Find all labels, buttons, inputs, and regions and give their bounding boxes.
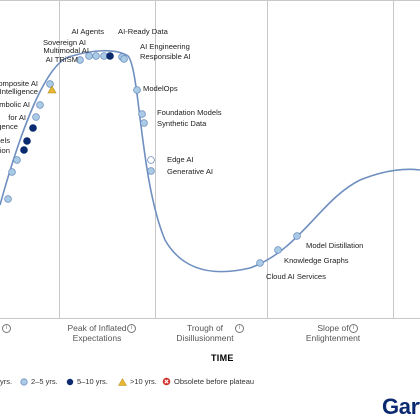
info-icon-slope[interactable]: i <box>349 324 358 333</box>
legend-label-10plus: >10 yrs. <box>130 377 157 386</box>
marker-omposite-ai <box>46 80 54 88</box>
marker-unlabeled-20 <box>8 168 16 176</box>
marker-els <box>23 137 31 145</box>
time-axis-title: TIME <box>211 353 234 363</box>
label-igence: igence <box>0 122 18 131</box>
label-for-ai: for AI <box>8 113 26 122</box>
marker-edge-ai <box>147 156 155 164</box>
marker-multimodal-ai <box>92 52 100 60</box>
hype-curve-line <box>0 49 420 273</box>
marker-cloud-ai-services <box>256 259 264 267</box>
legend-label-5-10: 5–10 yrs. <box>77 377 108 386</box>
info-icon-trough[interactable]: i <box>235 324 244 333</box>
label-multimodal-ai: Multimodal AI <box>43 46 89 55</box>
phase-slope-text: Slope of Enlightenment <box>305 323 361 343</box>
legend-label-2-5: 2–5 yrs. <box>31 377 58 386</box>
marker-synthetic-data <box>140 119 148 127</box>
legend-label-less2: yrs. <box>0 377 13 386</box>
label-tion: tion <box>0 146 10 155</box>
legend-item-10plus: >10 yrs. <box>118 377 157 386</box>
legend-circle-dark-icon <box>66 378 74 385</box>
info-icon-trigger[interactable]: i <box>2 324 11 333</box>
marker-for-ai <box>32 113 40 121</box>
marker-mbolic-ai <box>36 101 44 109</box>
marker-igence <box>29 124 37 132</box>
legend-label-obsolete: Obsolete before plateau <box>174 377 255 386</box>
brand-logo: Gart <box>381 394 420 419</box>
marker-ai-trism <box>76 56 84 64</box>
legend-item-5-10: 5–10 yrs. <box>66 377 108 386</box>
phase-peak-text: Peak of Inflated Expectations <box>67 323 127 343</box>
legend-item-obsolete: Obsolete before plateau <box>162 377 254 386</box>
legend-obsolete-icon <box>162 377 171 386</box>
label-ai-trism: AI TRiSM <box>46 55 78 64</box>
label-ai-agents: AI Agents <box>71 27 104 36</box>
label-sovereign-ai: Sovereign AI <box>43 38 86 47</box>
legend-item-2-5: 2–5 yrs. <box>20 377 58 386</box>
label-cloud-ai-services: Cloud AI Services <box>266 272 326 281</box>
label-omposite-ai: omposite AI <box>0 79 38 88</box>
marker-foundation-models <box>138 110 146 118</box>
marker-model-distillation <box>293 232 301 240</box>
legend-item-less2: yrs. <box>0 377 12 386</box>
legend-triangle-icon <box>118 377 127 386</box>
label-knowledge-graphs: Knowledge Graphs <box>284 256 349 265</box>
label-generative-ai: Generative AI <box>167 167 213 176</box>
marker-generative-ai <box>147 167 155 175</box>
marker-unlabeled-21 <box>4 195 12 203</box>
label-intelligence: Intelligence <box>0 87 38 96</box>
marker-knowledge-graphs <box>274 246 282 254</box>
marker-modelops <box>133 86 141 94</box>
phase-trough-text: Trough of Disillusionment <box>176 323 234 343</box>
legend-circle-light-icon <box>20 377 28 386</box>
phase-trough-label: Trough of Disillusionment <box>176 323 233 343</box>
label-els: els <box>0 136 10 145</box>
label-edge-ai: Edge AI <box>167 155 194 164</box>
marker-triangle-intelligence <box>47 85 57 94</box>
label-ai-engineering: AI Engineering <box>140 42 190 51</box>
label-foundation-models: Foundation Models <box>157 108 222 117</box>
label-ai-ready-data: AI-Ready Data <box>118 27 169 36</box>
marker-responsible-ai <box>120 55 128 63</box>
label-mbolic-ai: mbolic AI <box>0 100 30 109</box>
label-responsible-ai: Responsible AI <box>140 52 191 61</box>
marker-ai-ready-data <box>106 52 114 60</box>
label-modelops: ModelOps <box>143 84 178 93</box>
label-synthetic-data: Synthetic Data <box>157 119 207 128</box>
marker-tion <box>20 146 28 154</box>
phase-peak-label: Peak of Inflated Expectations <box>67 323 126 343</box>
marker-unlabeled-19 <box>13 156 21 164</box>
info-icon-peak[interactable]: i <box>127 324 136 333</box>
phase-slope-label: Slope of Enlightenment <box>306 323 360 343</box>
label-model-distillation: Model Distillation <box>306 241 363 250</box>
